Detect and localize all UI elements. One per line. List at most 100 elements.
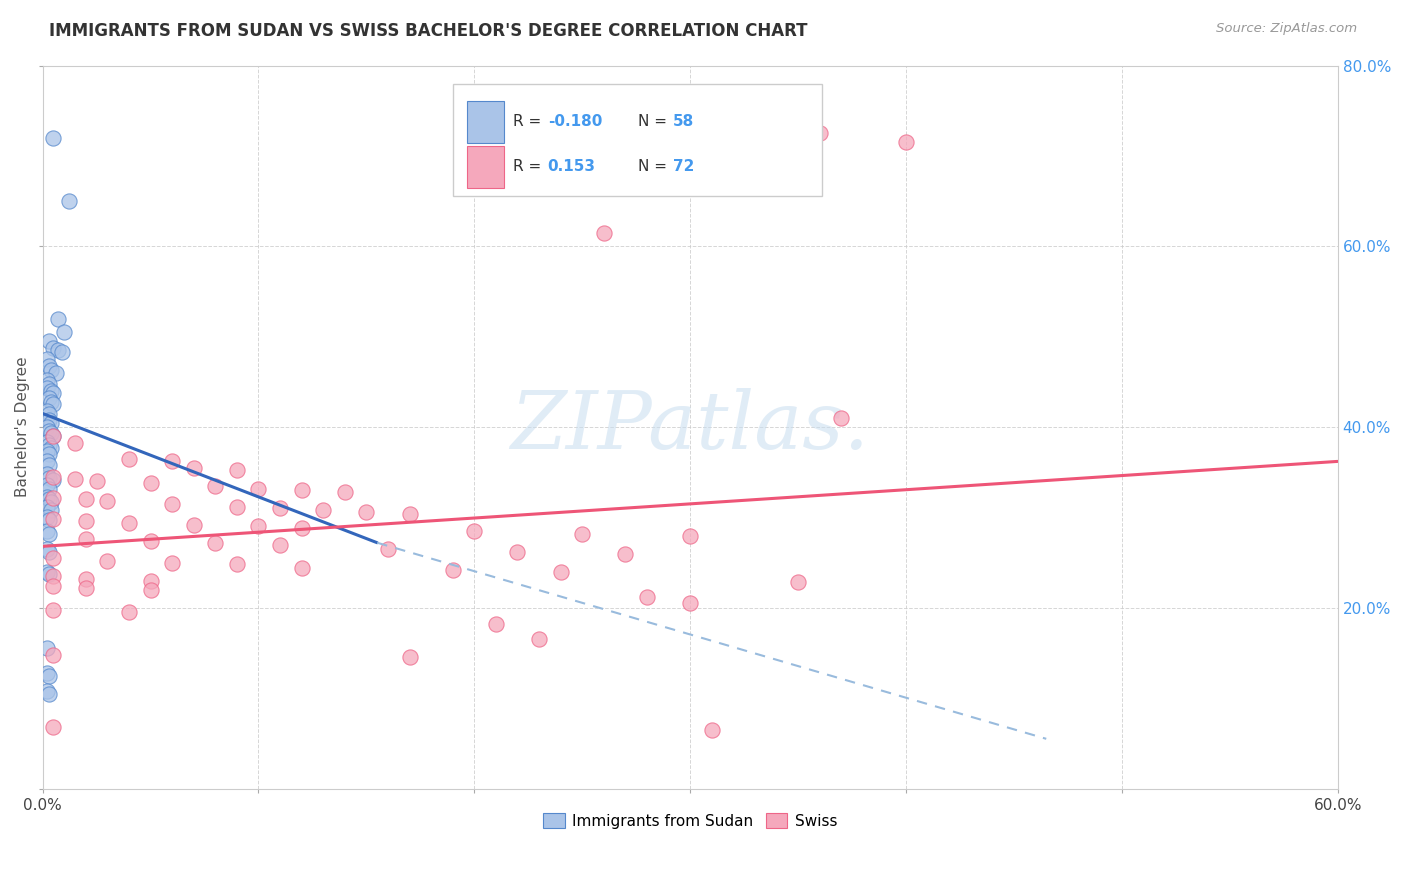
Point <box>291 483 314 498</box>
Point <box>42 131 65 145</box>
Point <box>38 413 60 427</box>
Point <box>441 563 464 577</box>
Point <box>38 458 60 472</box>
Point <box>160 556 183 570</box>
Point <box>183 460 205 475</box>
FancyBboxPatch shape <box>467 101 503 143</box>
Point <box>225 500 247 514</box>
Point <box>700 723 723 737</box>
Point <box>75 581 97 595</box>
Point <box>118 451 141 466</box>
Point <box>808 127 831 141</box>
FancyBboxPatch shape <box>467 146 503 188</box>
Text: -0.180: -0.180 <box>548 114 602 128</box>
Point <box>38 424 60 438</box>
Point <box>35 454 58 468</box>
Point <box>38 334 60 349</box>
Point <box>45 366 67 380</box>
Point <box>38 687 60 701</box>
Point <box>35 467 58 481</box>
Point <box>204 479 226 493</box>
Point <box>39 495 62 509</box>
Text: N =: N = <box>638 114 672 128</box>
Point <box>38 447 60 461</box>
Point <box>38 545 60 559</box>
Point <box>592 226 614 240</box>
Point <box>86 475 108 489</box>
Point <box>42 469 65 483</box>
Point <box>830 411 852 425</box>
Point <box>96 554 118 568</box>
Point <box>42 720 65 734</box>
Point <box>269 501 291 516</box>
Point <box>46 311 69 326</box>
Point <box>35 420 58 434</box>
Point <box>42 648 65 662</box>
Point <box>42 551 65 566</box>
Point <box>247 482 270 496</box>
Point <box>38 376 60 391</box>
Point <box>527 632 550 647</box>
Point <box>225 463 247 477</box>
Text: R =: R = <box>513 114 546 128</box>
Point <box>160 497 183 511</box>
Point <box>679 528 702 542</box>
Point <box>42 342 65 356</box>
Point <box>75 492 97 507</box>
Point <box>42 397 65 411</box>
Point <box>139 574 162 588</box>
Text: IMMIGRANTS FROM SUDAN VS SWISS BACHELOR'S DEGREE CORRELATION CHART: IMMIGRANTS FROM SUDAN VS SWISS BACHELOR'… <box>49 22 807 40</box>
Text: R =: R = <box>513 159 551 174</box>
Point <box>63 473 86 487</box>
Point <box>42 474 65 488</box>
Point <box>35 565 58 579</box>
Point <box>35 381 58 395</box>
Text: 0.153: 0.153 <box>548 159 596 174</box>
Point <box>35 435 58 450</box>
Point <box>58 194 80 209</box>
Point <box>204 535 226 549</box>
Point <box>333 485 356 500</box>
Point <box>75 532 97 546</box>
Point <box>63 436 86 450</box>
Point <box>160 454 183 468</box>
Point <box>38 438 60 452</box>
Legend: Immigrants from Sudan, Swiss: Immigrants from Sudan, Swiss <box>537 807 844 835</box>
Point <box>356 505 378 519</box>
Point <box>53 325 76 339</box>
Point <box>269 537 291 551</box>
Point <box>35 404 58 418</box>
Point <box>398 650 420 665</box>
Point <box>39 416 62 430</box>
Point <box>39 503 62 517</box>
Point <box>42 429 65 443</box>
Point <box>139 533 162 548</box>
Point <box>35 478 58 492</box>
Point <box>39 394 62 409</box>
Point <box>636 590 658 604</box>
Point <box>35 542 58 557</box>
Point <box>38 668 60 682</box>
Point <box>42 569 65 583</box>
Point <box>38 567 60 582</box>
Point <box>550 565 572 579</box>
Point <box>312 503 335 517</box>
Point <box>398 507 420 521</box>
Point <box>571 526 593 541</box>
Point <box>96 494 118 508</box>
Point <box>139 476 162 491</box>
Text: 72: 72 <box>673 159 695 174</box>
Point <box>35 500 58 514</box>
Point <box>38 391 60 405</box>
Point <box>39 441 62 455</box>
Point <box>787 575 810 590</box>
Point <box>139 582 162 597</box>
Point <box>679 596 702 610</box>
Point <box>39 426 62 441</box>
Point <box>38 492 60 507</box>
Point <box>46 343 69 358</box>
Point <box>42 429 65 443</box>
Point <box>35 665 58 680</box>
Point <box>38 482 60 496</box>
Point <box>35 490 58 504</box>
